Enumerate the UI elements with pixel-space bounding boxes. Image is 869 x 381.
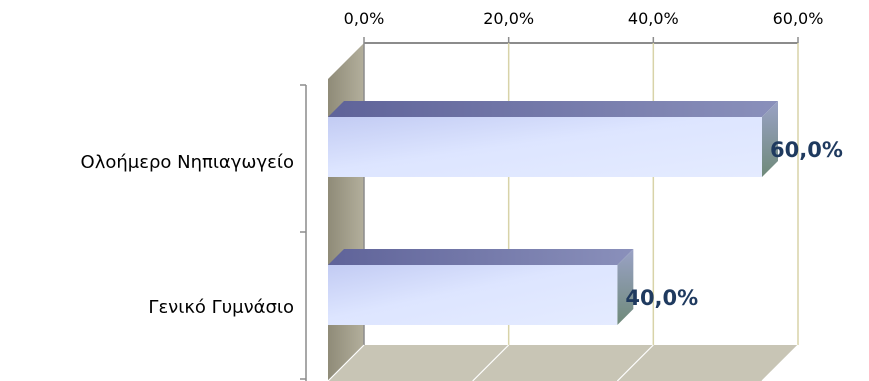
side-wall xyxy=(328,43,364,381)
x-tick-label: 0,0% xyxy=(344,9,385,28)
floor-gridline xyxy=(327,344,365,381)
bar-top-face xyxy=(328,249,634,265)
bar-end-face xyxy=(617,249,634,325)
floor-gridline xyxy=(472,344,510,381)
x-axis-ticks: 0,0% 20,0% 40,0% 60,0% xyxy=(344,9,824,43)
x-tick-label: 40,0% xyxy=(628,9,679,28)
bar-top-face xyxy=(328,101,778,117)
category-label: Ολοήμερο Νηπιαγωγείο xyxy=(81,152,294,173)
floor-gridline xyxy=(761,344,799,381)
plot-walls xyxy=(300,42,798,381)
data-labels: 60,0% 40,0% xyxy=(625,138,843,310)
floor xyxy=(328,345,798,381)
data-label: 60,0% xyxy=(770,138,843,162)
bars xyxy=(328,101,778,325)
category-label: Γενικό Γυμνάσιο xyxy=(148,297,294,318)
bar xyxy=(328,249,634,325)
x-tick-label: 20,0% xyxy=(483,9,534,28)
bar xyxy=(328,101,778,177)
bar-front-face xyxy=(328,117,762,177)
gridlines xyxy=(327,43,799,381)
category-labels: Ολοήμερο Νηπιαγωγείο Γενικό Γυμνάσιο xyxy=(81,152,294,318)
x-tick-label: 60,0% xyxy=(773,9,824,28)
floor-gridline xyxy=(616,344,654,381)
bar-front-face xyxy=(328,265,618,325)
data-label: 40,0% xyxy=(625,286,698,310)
bar-end-face xyxy=(762,101,778,177)
